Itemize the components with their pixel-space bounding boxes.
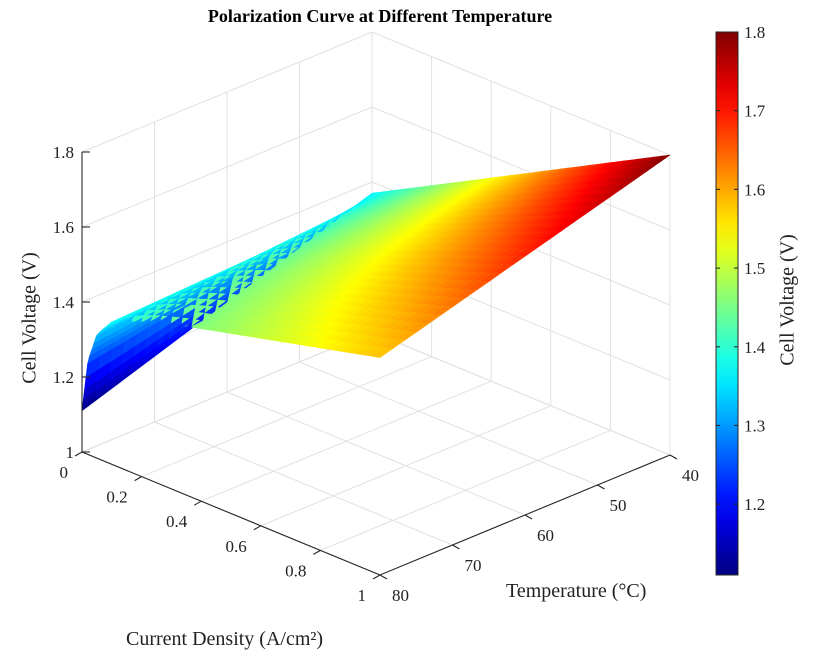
grid-line: [81, 31, 373, 153]
colorbar-gradient: [715, 31, 739, 576]
colorbar-tick-label: 1.7: [744, 102, 766, 121]
x-tick: [253, 525, 262, 531]
surface-patch: [371, 347, 393, 358]
x-tick-label: 0.8: [285, 561, 306, 580]
y-tick-label: 40: [682, 466, 699, 485]
y-tick: [379, 574, 388, 580]
x-tick-label: 0.4: [166, 512, 188, 531]
y-tick: [597, 484, 605, 490]
x-tick: [134, 476, 142, 482]
y-tick-label: 80: [392, 586, 409, 605]
y-tick: [669, 454, 678, 460]
grid-line: [81, 331, 373, 453]
x-tick-label: 0.6: [226, 537, 247, 556]
y-tick: [452, 544, 460, 550]
x-tick: [313, 549, 321, 555]
grid-line: [81, 181, 373, 303]
y-tick-label: 50: [610, 496, 627, 515]
grid-line: [154, 421, 453, 546]
grid-line: [371, 106, 671, 231]
y-tick-label: 70: [465, 556, 482, 575]
y-axis-label: Temperature (°C): [506, 580, 647, 602]
colorbar-tick-label: 1.8: [744, 23, 765, 42]
colorbar-tick-label: 1.2: [744, 495, 765, 514]
colorbar-tick-label: 1.6: [744, 180, 765, 199]
y-tick-label: 60: [537, 526, 554, 545]
x-tick-label: 0.2: [106, 488, 127, 507]
z-tick-label: 1: [66, 443, 75, 462]
chart-title: Polarization Curve at Different Temperat…: [207, 6, 553, 26]
colorbar: 1.2 1.3 1.4 1.5 1.6 1.7 1.8: [715, 23, 766, 576]
x-axis-label: Current Density (A/cm²): [126, 628, 324, 650]
axes: 1 1.2 1.4 1.6 1.8 0 0.2 0.4 0.6 0.8 1 40 50 60 70 80: [53, 143, 699, 605]
x-tick-label: 1: [358, 586, 367, 605]
z-tick-label: 1.2: [53, 368, 74, 387]
grid-line: [371, 331, 671, 456]
grid-line: [226, 391, 526, 516]
colorbar-tick-label: 1.5: [744, 259, 765, 278]
colorbar-tick-label: 1.4: [744, 338, 766, 357]
colorbar-tick-label: 1.3: [744, 416, 765, 435]
x-tick: [74, 451, 83, 457]
y-tick: [524, 514, 533, 520]
grid-line: [371, 31, 671, 156]
grid-line: [299, 361, 598, 486]
x-tick: [193, 500, 202, 506]
x-tick: [372, 574, 381, 580]
z-tick-label: 1.4: [53, 293, 75, 312]
z-tick-label: 1.6: [53, 218, 74, 237]
z-tick-label: 1.8: [53, 143, 74, 162]
x-tick-label: 0: [60, 463, 69, 482]
grid-line: [81, 106, 373, 228]
x-axis-line: [81, 451, 381, 576]
voltage-surface: [81, 154, 671, 412]
